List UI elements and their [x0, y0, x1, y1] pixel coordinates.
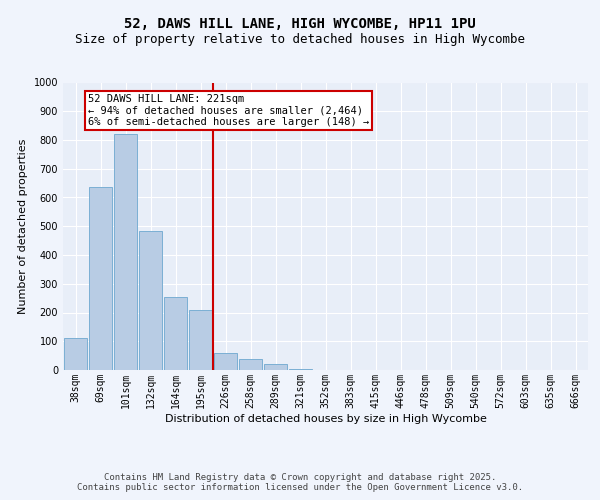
Bar — [164, 296, 187, 370]
Text: Size of property relative to detached houses in High Wycombe: Size of property relative to detached ho… — [75, 32, 525, 46]
Bar — [289, 368, 313, 370]
X-axis label: Distribution of detached houses by size in High Wycombe: Distribution of detached houses by size … — [164, 414, 487, 424]
Bar — [113, 134, 137, 370]
Bar — [64, 338, 88, 370]
Text: 52 DAWS HILL LANE: 221sqm
← 94% of detached houses are smaller (2,464)
6% of sem: 52 DAWS HILL LANE: 221sqm ← 94% of detac… — [88, 94, 369, 127]
Y-axis label: Number of detached properties: Number of detached properties — [18, 138, 28, 314]
Bar — [188, 310, 212, 370]
Bar — [263, 364, 287, 370]
Bar — [89, 188, 112, 370]
Bar — [214, 353, 238, 370]
Bar — [139, 230, 163, 370]
Text: 52, DAWS HILL LANE, HIGH WYCOMBE, HP11 1PU: 52, DAWS HILL LANE, HIGH WYCOMBE, HP11 1… — [124, 18, 476, 32]
Bar — [239, 358, 262, 370]
Text: Contains HM Land Registry data © Crown copyright and database right 2025.
Contai: Contains HM Land Registry data © Crown c… — [77, 473, 523, 492]
